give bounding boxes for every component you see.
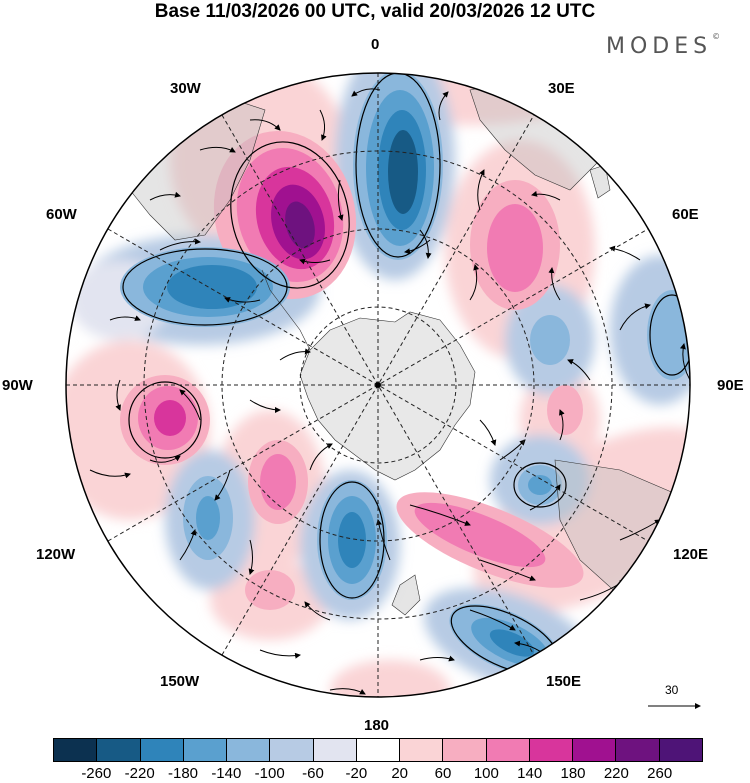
colorbar-box	[183, 739, 228, 761]
colorbar-tick-label: 220	[603, 765, 629, 782]
colorbar-box	[659, 739, 702, 761]
antarctic-peninsula	[261, 269, 311, 351]
colorbar-tick-label: -180	[167, 765, 199, 782]
colorbar-tick-label: 20	[391, 765, 408, 782]
lon-label-150w: 150W	[160, 673, 200, 690]
colorbar-tick-label: 260	[647, 765, 673, 782]
colorbar-box	[140, 739, 184, 761]
negative-anomalies	[120, 73, 690, 676]
colorbar-box	[616, 739, 660, 761]
contour-lines	[122, 73, 690, 675]
colorbar-tick-label: 60	[434, 765, 452, 782]
colorbar-box	[54, 739, 98, 761]
colorbar-tick-label: 140	[517, 765, 543, 782]
colorbar-box	[270, 739, 314, 761]
colorbar-labels: -260 -220 -180 -140 -100 -60 -20 20 60 100 140 180 2…	[0, 765, 750, 783]
lon-label-60e: 60E	[672, 206, 699, 223]
colorbar-box	[529, 739, 574, 761]
colorbar-tick-label: -260	[81, 765, 112, 782]
colorbar-box	[443, 739, 487, 761]
map-border	[65, 72, 691, 698]
colorbar-box	[573, 739, 617, 761]
map-disc	[66, 73, 690, 697]
chart-title: Base 11/03/2026 00 UTC, valid 20/03/2026…	[154, 1, 596, 22]
modes-logo: MODES©	[606, 32, 721, 59]
colorbar-tick-label: -60	[302, 765, 324, 782]
lon-label-90w: 90W	[2, 377, 33, 394]
colorbar-box	[400, 739, 444, 761]
new-zealand	[391, 574, 421, 616]
colorbar-tick-label: -140	[211, 765, 242, 782]
wind-reference-label: 30	[665, 683, 679, 697]
positive-anomalies	[120, 130, 584, 610]
wind-vectors	[89, 88, 690, 695]
colorbar-box	[97, 739, 141, 761]
south-pole-marker	[375, 382, 381, 388]
colorbar-tick-label: -100	[254, 765, 285, 782]
brand-text: MODES	[606, 34, 713, 59]
colorbar-tick-label: 180	[560, 765, 586, 782]
colorbar-box	[313, 739, 357, 761]
colorbar-tick-label: -20	[345, 765, 368, 782]
colorbar-tick-label: -220	[124, 765, 155, 782]
colorbar-box	[227, 739, 271, 761]
lon-label-120e: 120E	[673, 546, 709, 563]
lon-label-90e: 90E	[717, 377, 744, 394]
lon-label-30w: 30W	[170, 80, 201, 97]
lon-label-0: 0	[371, 36, 380, 53]
colorbar-tick-label: 100	[473, 765, 499, 782]
colorbar-box	[486, 739, 530, 761]
colorbar-box	[356, 739, 401, 761]
lon-label-150e: 150E	[546, 673, 582, 690]
colorbar	[53, 738, 703, 762]
lon-label-30e: 30E	[548, 80, 575, 97]
lon-label-60w: 60W	[46, 206, 77, 223]
brand-copyright-mark: ©	[712, 32, 721, 41]
lon-label-120w: 120W	[36, 546, 76, 563]
lon-label-180: 180	[364, 717, 390, 734]
